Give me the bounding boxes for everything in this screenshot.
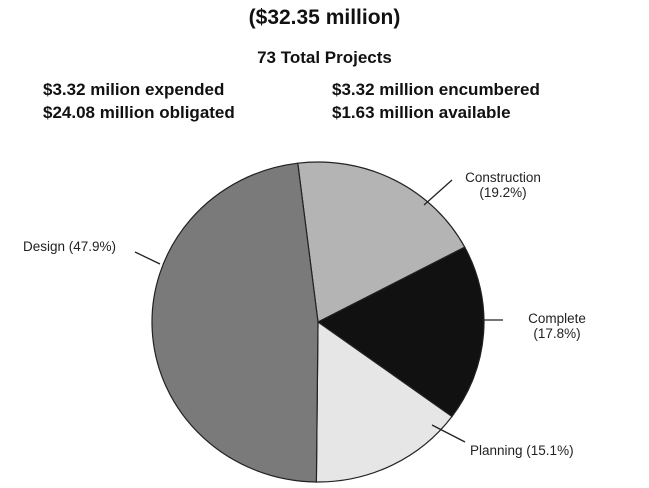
leader-line-planning bbox=[431, 424, 466, 443]
label-construction-value: (19.2%) bbox=[479, 185, 527, 200]
chart-headline: ($32.35 million) bbox=[248, 6, 401, 29]
pie-slice-planning bbox=[315, 320, 453, 483]
pie-slices bbox=[151, 161, 485, 483]
label-complete-name: Complete bbox=[528, 311, 586, 326]
leader-line-design bbox=[134, 251, 161, 265]
leader-line-construction bbox=[423, 179, 453, 206]
leader-lines bbox=[134, 179, 503, 443]
label-complete: Complete (17.8%) bbox=[513, 311, 601, 341]
label-design: Design (47.9%) bbox=[23, 239, 117, 254]
label-planning: Planning (15.1%) bbox=[470, 443, 574, 458]
total-projects: 73 Total Projects bbox=[257, 48, 392, 67]
label-construction: Construction (19.2%) bbox=[448, 170, 558, 200]
encumbered-amount: $3.32 million encumbered bbox=[332, 80, 540, 99]
label-construction-name: Construction bbox=[465, 170, 541, 185]
pie-slice-construction bbox=[297, 161, 466, 323]
pie-slice-complete bbox=[316, 246, 485, 418]
label-complete-value: (17.8%) bbox=[533, 326, 581, 341]
pie-slice-design bbox=[151, 162, 319, 483]
available-amount: $1.63 million available bbox=[332, 103, 511, 122]
obligated-amount: $24.08 million obligated bbox=[43, 103, 235, 122]
expended-amount: $3.32 milion expended bbox=[43, 80, 225, 99]
